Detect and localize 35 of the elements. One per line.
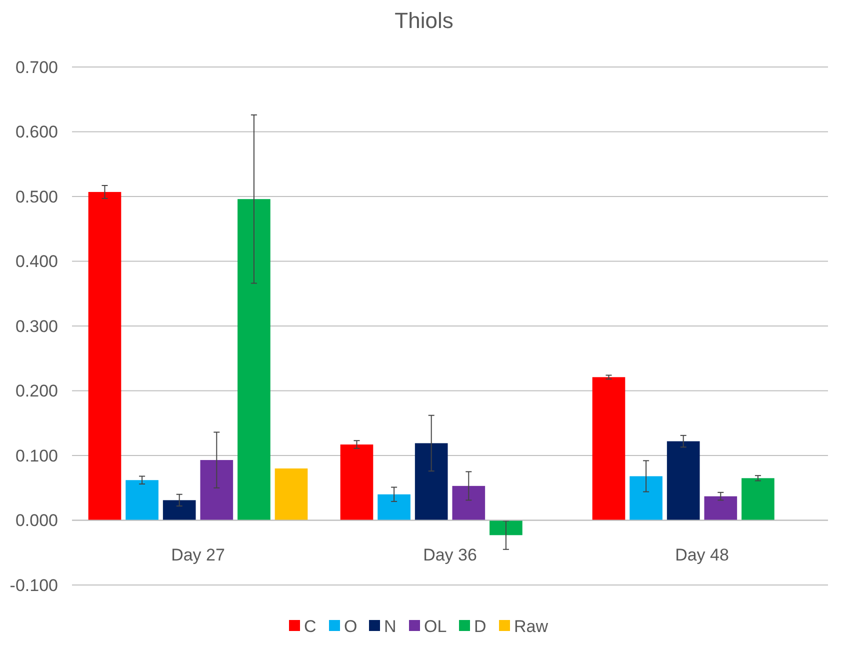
x-tick-label: Day 48 xyxy=(675,545,729,564)
y-tick-label: 0.700 xyxy=(15,58,58,77)
y-tick-label: 0.200 xyxy=(15,382,58,401)
bar xyxy=(490,520,522,536)
x-tick-label: Day 36 xyxy=(423,545,477,564)
bar xyxy=(414,443,448,520)
y-tick-label: 0.500 xyxy=(15,187,58,206)
legend-label: O xyxy=(344,617,358,636)
y-tick-label: 0.300 xyxy=(15,316,58,336)
bar xyxy=(742,478,774,520)
y-tick-label: 0.000 xyxy=(15,511,58,530)
legend-label: Raw xyxy=(514,617,549,636)
bar xyxy=(592,377,626,520)
bar xyxy=(238,199,270,520)
bar xyxy=(274,468,308,520)
bar xyxy=(452,486,486,520)
bar xyxy=(666,441,700,520)
y-tick-label: -0.100 xyxy=(10,576,58,595)
bar xyxy=(630,476,662,520)
legend-label: D xyxy=(474,617,486,636)
bar xyxy=(200,460,234,520)
y-tick-label: 0.400 xyxy=(15,252,58,272)
bar xyxy=(126,480,158,520)
bar xyxy=(704,496,738,520)
legend-label: N xyxy=(384,617,396,636)
chart-title: Thiols xyxy=(394,8,454,33)
bar xyxy=(378,494,410,520)
y-tick-label: 0.600 xyxy=(15,122,58,142)
x-tick-label: Day 27 xyxy=(171,545,225,564)
legend-label: C xyxy=(304,617,316,636)
bar xyxy=(88,192,122,520)
y-tick-label: 0.100 xyxy=(15,446,58,466)
legend-label: OL xyxy=(424,617,447,636)
bar xyxy=(340,444,374,520)
bar xyxy=(162,500,196,520)
